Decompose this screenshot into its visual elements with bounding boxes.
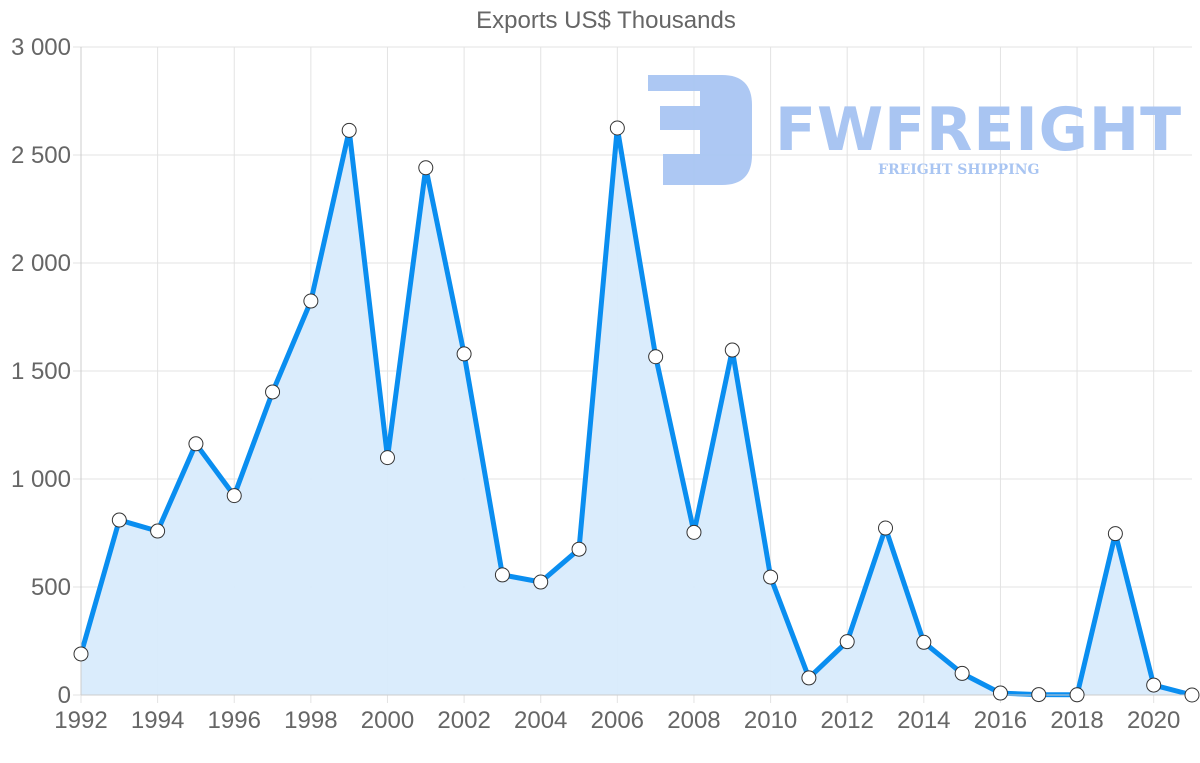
x-tick-label: 2014 bbox=[897, 707, 950, 734]
data-point-marker[interactable] bbox=[1069, 687, 1085, 703]
data-point-marker[interactable] bbox=[533, 574, 549, 590]
fwfreight-logo-icon bbox=[648, 75, 752, 185]
data-point-marker[interactable] bbox=[265, 384, 281, 400]
data-point-marker[interactable] bbox=[1107, 526, 1123, 542]
x-tick-label: 1992 bbox=[54, 707, 107, 734]
data-point-marker[interactable] bbox=[1031, 687, 1047, 703]
data-point-marker[interactable] bbox=[686, 524, 702, 540]
data-point-marker[interactable] bbox=[226, 488, 242, 504]
y-tick-label: 3 000 bbox=[11, 34, 71, 61]
data-point-marker[interactable] bbox=[571, 541, 587, 557]
y-tick-label: 500 bbox=[31, 574, 71, 601]
data-points bbox=[73, 120, 1200, 703]
x-tick-label: 2004 bbox=[514, 707, 567, 734]
area-fill bbox=[81, 128, 1192, 695]
data-point-marker[interactable] bbox=[954, 665, 970, 681]
y-tick-label: 0 bbox=[58, 682, 71, 709]
x-tick-label: 2000 bbox=[361, 707, 414, 734]
data-point-marker[interactable] bbox=[73, 646, 89, 662]
data-point-marker[interactable] bbox=[341, 122, 357, 138]
x-tick-label: 2016 bbox=[974, 707, 1027, 734]
fwfreight-watermark: FWFREIGHT FREIGHT SHIPPING bbox=[648, 75, 1182, 185]
data-point-marker[interactable] bbox=[150, 523, 166, 539]
data-point-marker[interactable] bbox=[1146, 677, 1162, 693]
x-tick-label: 1998 bbox=[284, 707, 337, 734]
data-point-marker[interactable] bbox=[992, 685, 1008, 701]
data-point-marker[interactable] bbox=[418, 160, 434, 176]
data-point-marker[interactable] bbox=[188, 436, 204, 452]
x-tick-label: 2006 bbox=[591, 707, 644, 734]
chart-title: Exports US$ Thousands bbox=[476, 7, 736, 34]
data-point-marker[interactable] bbox=[763, 569, 779, 585]
data-point-marker[interactable] bbox=[379, 450, 395, 466]
watermark-tagline: FREIGHT SHIPPING bbox=[878, 162, 1040, 178]
x-tick-label: 2010 bbox=[744, 707, 797, 734]
series-area bbox=[78, 125, 1193, 698]
y-tick-label: 2 000 bbox=[11, 250, 71, 277]
data-point-marker[interactable] bbox=[303, 293, 319, 309]
data-point-marker[interactable] bbox=[724, 342, 740, 358]
x-tick-label: 2012 bbox=[821, 707, 874, 734]
data-point-marker[interactable] bbox=[111, 512, 127, 528]
x-tick-label: 1994 bbox=[131, 707, 184, 734]
data-point-marker[interactable] bbox=[839, 634, 855, 650]
data-point-marker[interactable] bbox=[609, 120, 625, 136]
x-tick-label: 1996 bbox=[208, 707, 261, 734]
data-point-marker[interactable] bbox=[648, 349, 664, 365]
data-point-marker[interactable] bbox=[456, 346, 472, 362]
data-point-marker[interactable] bbox=[878, 520, 894, 536]
data-point-marker[interactable] bbox=[494, 567, 510, 583]
data-point-marker[interactable] bbox=[801, 670, 817, 686]
x-tick-label: 2002 bbox=[437, 707, 490, 734]
data-point-marker[interactable] bbox=[1184, 687, 1200, 703]
y-tick-label: 1 500 bbox=[11, 358, 71, 385]
y-tick-label: 1 000 bbox=[11, 466, 71, 493]
axes: 0 500 1 000 1 500 2 000 2 500 3 000 1992 1994 199… bbox=[11, 34, 1192, 734]
x-tick-label: 2018 bbox=[1050, 707, 1103, 734]
x-tick-label: 2020 bbox=[1127, 707, 1180, 734]
watermark-brand: FWFREIGHT bbox=[775, 95, 1182, 165]
data-point-marker[interactable] bbox=[916, 634, 932, 650]
x-tick-label: 2008 bbox=[667, 707, 720, 734]
y-tick-label: 2 500 bbox=[11, 142, 71, 169]
